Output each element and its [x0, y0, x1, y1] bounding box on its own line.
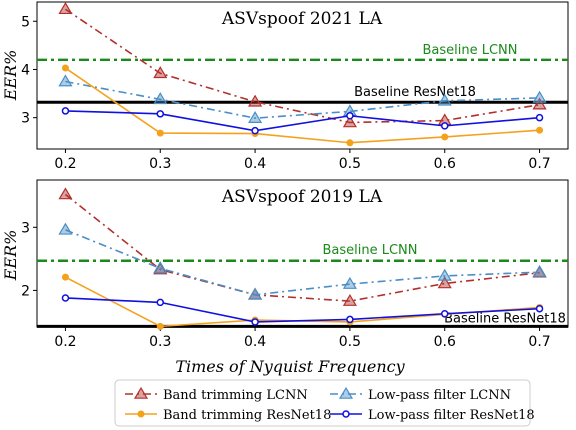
baselines-2021: Baseline LCNN Baseline ResNet18 — [37, 43, 568, 104]
legend-label: Low-pass filter ResNet18 — [368, 408, 535, 423]
x-tick-label-2021: 0.6 — [434, 156, 456, 172]
point-low-pass-filter-resnet18 — [61, 294, 70, 302]
legend: Band trimming LCNN Low-pass filter LCNN Ba… — [114, 379, 535, 427]
point-band-trimming-resnet18 — [441, 133, 449, 141]
ticks-2019: 0.2 0.3 0.4 0.5 0.6 0.7 2 3 — [21, 220, 551, 350]
x-tick-label-2019: 0.2 — [54, 334, 76, 350]
point-band-trimming-lcnn — [58, 187, 73, 200]
x-tick-label-2021: 0.3 — [149, 156, 171, 172]
legend-box — [114, 379, 531, 427]
legend-marker — [137, 410, 145, 418]
point-band-trimming-resnet18 — [156, 129, 164, 137]
legend-label: Band trimming LCNN — [163, 388, 308, 403]
x-tick-label-2021: 0.2 — [54, 156, 76, 172]
point-low-pass-filter-resnet18 — [61, 107, 70, 115]
x-tick-label-2021: 0.7 — [528, 156, 550, 172]
y-tick-label-2019: 3 — [21, 220, 30, 236]
panel-asvspoof-2021: ASVspoof 2021 LA EER% 0.2 0.3 0.4 0.5 0.6 0.7… — [1, 1, 569, 172]
point-low-pass-filter-lcnn — [437, 93, 452, 106]
point-low-pass-filter-lcnn — [153, 92, 168, 105]
y-tick-label-2021: 5 — [21, 14, 30, 30]
point-band-trimming-resnet18 — [536, 126, 544, 134]
point-low-pass-filter-lcnn — [58, 74, 73, 87]
x-tick-label-2019: 0.3 — [149, 334, 171, 350]
y-axis-label-2021: EER% — [1, 50, 20, 102]
point-band-trimming-lcnn — [342, 293, 357, 306]
baselines-2019: Baseline LCNN Baseline ResNet18 — [37, 243, 568, 328]
legend-marker — [338, 386, 354, 399]
series-line-low-pass-filter-lcnn — [65, 229, 540, 296]
point-low-pass-filter-resnet18 — [535, 113, 544, 122]
point-low-pass-filter-resnet18 — [251, 318, 259, 326]
series-line-band-trimming-lcnn — [64, 193, 540, 302]
point-low-pass-filter-lcnn — [153, 261, 168, 274]
point-band-trimming-lcnn — [437, 276, 452, 289]
legend-item-band-trimming-lcnn: Band trimming LCNN — [125, 386, 308, 403]
point-band-trimming-resnet18 — [61, 64, 69, 72]
point-band-trimming-lcnn — [342, 115, 357, 128]
legend-marker — [342, 410, 350, 418]
panel-asvspoof-2019: ASVspoof 2019 LA EER% 0.2 0.3 0.4 0.5 0.6 0.7… — [1, 179, 569, 350]
point-band-trimming-lcnn — [153, 66, 168, 79]
point-low-pass-filter-resnet18 — [251, 126, 259, 135]
point-band-trimming-resnet18 — [156, 322, 164, 330]
series-2019 — [58, 187, 547, 330]
baseline-label-baseline-lcnn: Baseline LCNN — [422, 43, 517, 58]
series-line-band-trimming-lcnn — [64, 8, 540, 124]
x-tick-label-2021: 0.4 — [244, 156, 266, 172]
y-tick-label-2019: 2 — [21, 283, 30, 299]
legend-item-band-trimming-resnet18: Band trimming ResNet18 — [125, 408, 331, 423]
series-line-low-pass-filter-resnet18 — [65, 297, 540, 323]
series-2021 — [58, 2, 547, 147]
legend-label: Band trimming ResNet18 — [163, 408, 331, 423]
panel-title-2019: ASVspoof 2019 LA — [221, 187, 383, 207]
y-axis-label-2019: EER% — [1, 230, 20, 282]
point-low-pass-filter-lcnn — [58, 222, 73, 235]
x-tick-label-2019: 0.5 — [339, 334, 361, 350]
point-band-trimming-lcnn — [248, 94, 263, 107]
point-low-pass-filter-lcnn — [342, 276, 357, 289]
y-tick-label-2021: 3 — [21, 111, 30, 127]
point-low-pass-filter-resnet18 — [535, 304, 544, 313]
point-low-pass-filter-lcnn — [532, 90, 547, 103]
x-axis-label: Times of Nyquist Frequency — [175, 357, 405, 376]
series-line-low-pass-filter-lcnn — [65, 80, 540, 119]
legend-marker — [133, 386, 149, 399]
point-low-pass-filter-resnet18 — [346, 111, 354, 120]
x-tick-label-2021: 0.5 — [339, 156, 361, 172]
baseline-label-baseline-resnet18: Baseline ResNet18 — [354, 85, 476, 100]
y-tick-label-2021: 4 — [21, 62, 30, 78]
panel-title-2021: ASVspoof 2021 LA — [221, 9, 383, 29]
point-band-trimming-resnet18 — [61, 273, 69, 281]
legend-item-low-pass-filter-lcnn: Low-pass filter LCNN — [330, 386, 511, 403]
legend-item-low-pass-filter-resnet18: Low-pass filter ResNet18 — [330, 408, 535, 423]
point-low-pass-filter-resnet18 — [440, 122, 449, 130]
point-low-pass-filter-lcnn — [248, 287, 263, 300]
legend-label: Low-pass filter LCNN — [368, 388, 511, 403]
ticks-2021: 0.2 0.3 0.4 0.5 0.6 0.7 3 4 5 — [21, 14, 551, 172]
x-tick-label-2019: 0.7 — [528, 334, 550, 350]
series-line-band-trimming-resnet18 — [64, 67, 540, 144]
point-band-trimming-resnet18 — [346, 139, 354, 147]
point-low-pass-filter-resnet18 — [156, 110, 165, 118]
baseline-label-baseline-lcnn: Baseline LCNN — [322, 243, 417, 258]
point-low-pass-filter-resnet18 — [346, 315, 354, 324]
point-low-pass-filter-lcnn — [437, 268, 452, 281]
point-low-pass-filter-resnet18 — [440, 310, 449, 318]
point-low-pass-filter-resnet18 — [156, 298, 165, 307]
x-tick-label-2019: 0.6 — [434, 334, 456, 350]
point-band-trimming-lcnn — [532, 97, 547, 110]
series-line-low-pass-filter-resnet18 — [65, 110, 540, 132]
plot-frame-2021 — [36, 1, 569, 150]
point-band-trimming-lcnn — [58, 2, 73, 15]
point-low-pass-filter-lcnn — [532, 264, 547, 277]
baseline-label-baseline-resnet18: Baseline ResNet18 — [444, 311, 566, 326]
point-low-pass-filter-lcnn — [248, 110, 263, 123]
x-tick-label-2019: 0.4 — [244, 334, 266, 350]
